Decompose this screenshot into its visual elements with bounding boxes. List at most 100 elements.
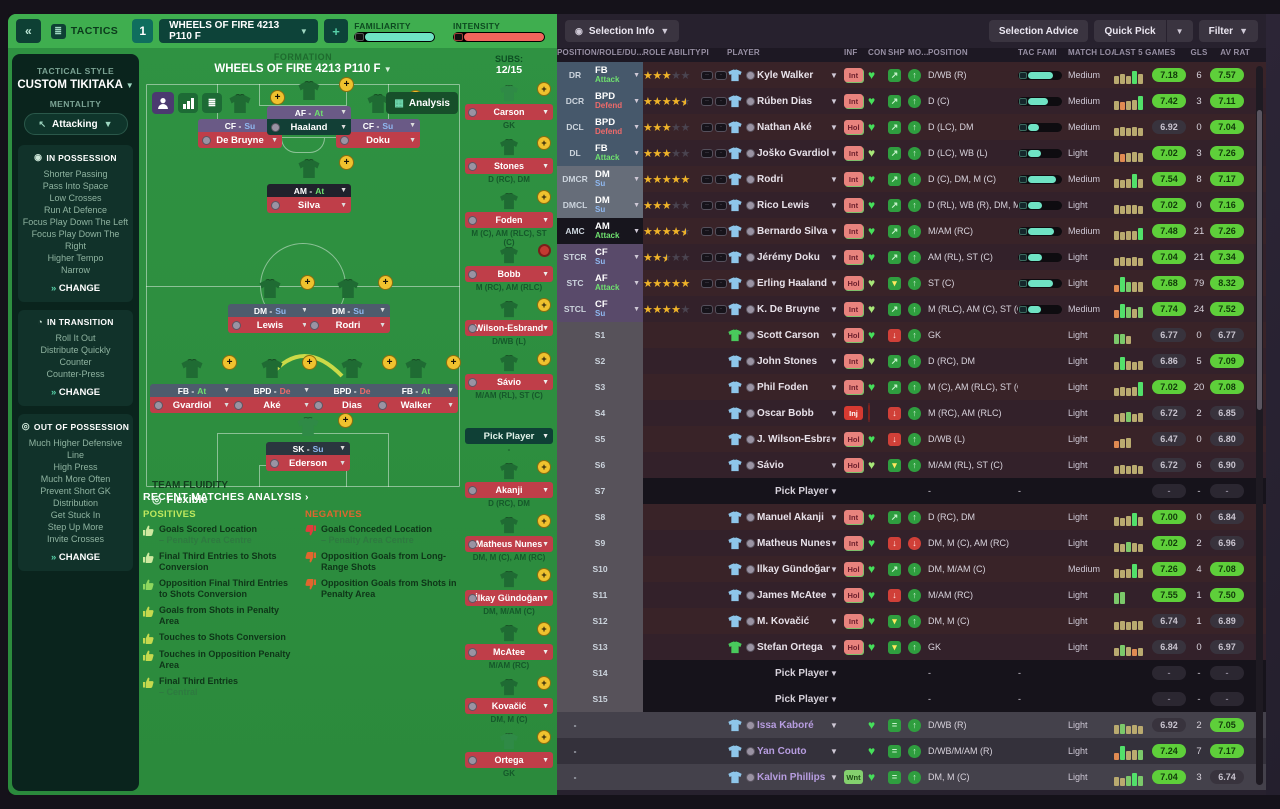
quick-pick-chevron[interactable]: ▼ bbox=[1166, 20, 1193, 42]
table-row[interactable]: S10 İlkay Gündoğan ▼ Hol ♥ ↗ ↑ DM, M/AM (C) Medi… bbox=[557, 556, 1266, 582]
table-row[interactable]: S13 Stefan Ortega ▼ Hol ♥ ▾ ↑ GK Light 6.84 0 6.97 bbox=[557, 634, 1266, 660]
player-name-dropdown[interactable]: Aké ▼ bbox=[230, 397, 314, 413]
player-name[interactable]: Sávio bbox=[757, 459, 784, 471]
player-name-dropdown[interactable]: Haaland ▼ bbox=[267, 119, 351, 135]
table-row[interactable]: S8 Manuel Akanji ▼ Int ♥ ↗ ↑ D (RC), DM Light 7.0… bbox=[557, 504, 1266, 530]
table-row[interactable]: S5 J. Wilson-Esbrand▼ Hol ♥ ↓ ↑ D/WB (L) Light 6… bbox=[557, 426, 1266, 452]
sub-name-dropdown[interactable]: Foden ▼ bbox=[465, 212, 553, 228]
player-name[interactable]: K. De Bruyne bbox=[757, 303, 820, 315]
pi-icons[interactable]: ·· · bbox=[701, 278, 727, 288]
table-row[interactable]: STCL CF Su ▼ ★★★★★ ·· · K. De Bruyne ▼ Int ♥ ↗ ↑ M (R… bbox=[557, 296, 1266, 322]
player-name[interactable]: Oscar Bobb bbox=[757, 407, 814, 419]
pitch-player-card[interactable]: + CF -Su ▼De Bruyne ▼ bbox=[198, 90, 285, 148]
pitch-player-card[interactable]: + AF - At ▼ Haaland ▼ bbox=[267, 77, 354, 135]
chevron-down-icon[interactable]: ▼ bbox=[830, 200, 838, 210]
player-role-dropdown[interactable]: BPD -De ▼ bbox=[230, 384, 314, 397]
chevron-down-icon[interactable]: ▼ bbox=[830, 356, 838, 366]
sub-name-dropdown[interactable]: İlkay Gündoğan ▼ bbox=[465, 590, 553, 606]
player-name[interactable]: Rico Lewis bbox=[757, 199, 810, 211]
role-dropdown[interactable]: FB Attack ▼ bbox=[593, 140, 643, 166]
chevron-down-icon[interactable]: ▼ bbox=[830, 668, 838, 678]
chevron-down-icon[interactable]: ▼ bbox=[830, 590, 838, 600]
column-header-2[interactable]: PI bbox=[701, 48, 709, 57]
player-name[interactable]: Nathan Aké bbox=[757, 121, 812, 133]
pi-icons[interactable]: ·· · bbox=[701, 200, 727, 210]
chevron-down-icon[interactable]: ▼ bbox=[830, 148, 838, 158]
table-row[interactable]: S6 Sávio ▼ Hol ♥ ▾ ↑ M/AM (RL), ST (C) Light 6.72… bbox=[557, 452, 1266, 478]
chevron-down-icon[interactable]: ▼ bbox=[830, 460, 838, 470]
player-instruction-badge[interactable]: + bbox=[537, 190, 551, 204]
chevron-down-icon[interactable]: ▼ bbox=[830, 564, 838, 574]
role-dropdown[interactable]: CF Su ▼ bbox=[593, 244, 643, 270]
sub-name-dropdown[interactable]: McAtee ▼ bbox=[465, 644, 553, 660]
player-instruction-badge[interactable]: + bbox=[270, 90, 285, 105]
player-name-dropdown[interactable]: De Bruyne ▼ bbox=[198, 132, 282, 148]
player-instruction-badge[interactable]: + bbox=[537, 352, 551, 366]
player-name[interactable]: Bernardo Silva bbox=[757, 225, 828, 237]
pitch-player-card[interactable]: +CF -Su▼Doku▼ bbox=[336, 90, 423, 148]
table-row[interactable]: S1 Scott Carson ▼ Hol ♥ ↓ ↑ GK Light 6.77 0 6.77 bbox=[557, 322, 1266, 348]
tactic-name-dropdown[interactable]: WHEELS OF FIRE 4213 P110 F ▼ bbox=[159, 19, 318, 43]
column-header-4[interactable]: INF bbox=[844, 48, 858, 57]
player-role-dropdown[interactable]: FB - At ▼ bbox=[150, 384, 234, 397]
player-name[interactable]: Matheus Nunes bbox=[757, 537, 830, 549]
chevron-down-icon[interactable]: ▼ bbox=[830, 382, 838, 392]
role-dropdown[interactable]: DM Su ▼ bbox=[593, 192, 643, 218]
add-tactic-button[interactable]: + bbox=[323, 19, 349, 43]
pitch-player-card[interactable]: + FB - At ▼ Walker ▼ bbox=[374, 355, 461, 413]
table-row[interactable]: - Issa Kaboré ▼ ♥ = ↑ D/WB (R) Light 6.92 2 7.05 bbox=[557, 712, 1266, 738]
tactic-slot-badge[interactable]: 1 bbox=[132, 19, 154, 43]
pick-player-dropdown[interactable]: Pick Player bbox=[775, 693, 829, 705]
table-row[interactable]: S9 Matheus Nunes ▼ Int ♥ ↓ ↓ DM, M (C), AM (RC)… bbox=[557, 530, 1266, 556]
chevron-down-icon[interactable]: ▼ bbox=[830, 226, 838, 236]
player-name-dropdown[interactable]: Rodri ▼ bbox=[306, 317, 390, 333]
player-name[interactable]: John Stones bbox=[757, 355, 818, 367]
player-name-dropdown[interactable]: Lewis ▼ bbox=[228, 317, 312, 333]
player-name[interactable]: Scott Carson bbox=[757, 329, 820, 341]
table-row[interactable]: S12 M. Kovačić ▼ Int ♥ ▾ ↑ DM, M (C) Light 6.74 1 6… bbox=[557, 608, 1266, 634]
column-header-9[interactable]: TAC FAMI bbox=[1018, 48, 1057, 57]
sub-name-dropdown[interactable]: Sávio ▼ bbox=[465, 374, 553, 390]
sub-name-dropdown[interactable]: Akanji ▼ bbox=[465, 482, 553, 498]
pitch-player-card[interactable]: + AM - At ▼ Silva ▼ bbox=[267, 155, 354, 213]
scrollbar-thumb[interactable] bbox=[1257, 110, 1262, 410]
role-dropdown[interactable]: DM Su ▼ bbox=[593, 166, 643, 192]
player-name[interactable]: Manuel Akanji bbox=[757, 511, 824, 523]
player-name[interactable]: M. Kovačić bbox=[757, 615, 810, 627]
chevron-down-icon[interactable]: ▼ bbox=[830, 642, 838, 652]
player-instruction-badge[interactable]: + bbox=[338, 413, 353, 428]
pick-player-dropdown[interactable]: Pick Player bbox=[775, 485, 829, 497]
player-instruction-badge[interactable]: + bbox=[222, 355, 237, 370]
column-header-7[interactable]: MO... bbox=[908, 48, 928, 57]
chevron-down-icon[interactable]: ▼ bbox=[830, 408, 838, 418]
player-name-dropdown[interactable]: Silva ▼ bbox=[267, 197, 351, 213]
role-dropdown[interactable]: BPD Defend ▼ bbox=[593, 114, 643, 140]
pi-icons[interactable]: ·· · bbox=[701, 252, 727, 262]
player-instruction-badge[interactable]: + bbox=[378, 275, 393, 290]
pitch-player-card[interactable]: + DM - Su ▼ Rodri ▼ bbox=[306, 275, 393, 333]
table-row[interactable]: S4 Oscar Bobb ▼ Inj ↓ ↑ M (RC), AM (RLC) Light 6… bbox=[557, 400, 1266, 426]
player-instruction-badge[interactable]: + bbox=[537, 730, 551, 744]
player-name[interactable]: İlkay Gündoğan bbox=[757, 563, 830, 575]
player-name[interactable]: J. Wilson-Esbrand bbox=[757, 433, 830, 445]
role-dropdown[interactable]: AM Attack ▼ bbox=[593, 218, 643, 244]
pi-icons[interactable]: ·· · bbox=[701, 226, 727, 236]
player-instruction-badge[interactable]: + bbox=[537, 568, 551, 582]
change-button[interactable]: » CHANGE bbox=[21, 283, 130, 294]
player-instruction-badge[interactable]: + bbox=[382, 355, 397, 370]
analysis-button[interactable]: ▦ Analysis bbox=[386, 92, 458, 114]
player-role-dropdown[interactable]: DM - Su ▼ bbox=[228, 304, 312, 317]
player-name-dropdown[interactable]: Walker ▼ bbox=[374, 397, 458, 413]
column-header-6[interactable]: SHP bbox=[888, 48, 906, 57]
sub-name-dropdown[interactable]: Wilson-Esbrand ▼ bbox=[465, 320, 553, 336]
player-instruction-badge[interactable]: + bbox=[300, 275, 315, 290]
player-name[interactable]: Erling Haaland bbox=[757, 277, 828, 289]
player-name[interactable]: Kalvin Phillips bbox=[757, 771, 826, 783]
player-name[interactable]: Kyle Walker bbox=[757, 69, 814, 81]
table-row[interactable]: DCR BPD Defend ▼ ★★★★★ ★ ·· · Rúben Dias ▼ Int ♥ ↗ ↑ D… bbox=[557, 88, 1266, 114]
role-dropdown[interactable]: BPD Defend ▼ bbox=[593, 88, 643, 114]
chevron-down-icon[interactable]: ▼ bbox=[830, 278, 838, 288]
change-button[interactable]: » CHANGE bbox=[21, 552, 130, 563]
sub-name-dropdown[interactable]: Carson ▼ bbox=[465, 104, 553, 120]
sub-name-dropdown[interactable]: Bobb ▼ bbox=[465, 266, 553, 282]
